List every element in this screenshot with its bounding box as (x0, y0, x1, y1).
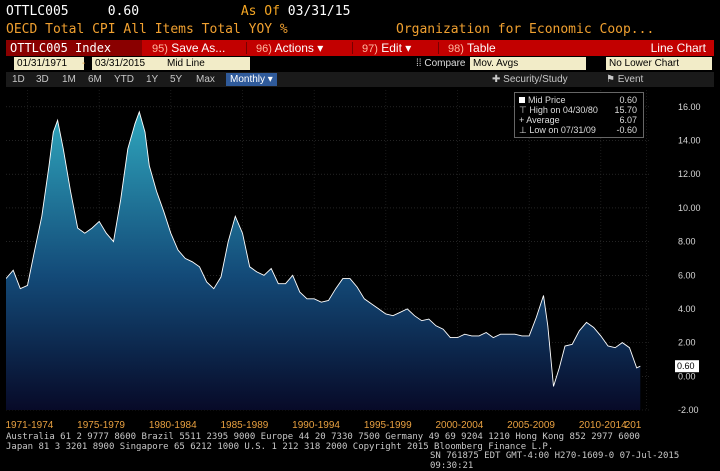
y-tick-label: 12.00 (678, 169, 701, 179)
actions-menu[interactable]: 96) Actions ▾ (256, 40, 323, 56)
price-value: 0.60 (107, 4, 140, 19)
current-value-label: 0.60 (677, 361, 695, 371)
range-1d[interactable]: 1D (12, 74, 25, 85)
date-range-row: 01/31/1971 - 03/31/2015 Mid Line ⁞⁞ Comp… (6, 57, 714, 71)
chart-series-line (5, 110, 641, 387)
security-description: OECD Total CPI All Items Total YOY % (6, 22, 288, 37)
ticker-label: OTTLC005 (6, 4, 69, 19)
dropdown-arrow-icon: ▾ (317, 41, 324, 55)
table-button[interactable]: 98) Table (448, 40, 496, 56)
organization-name: Organization for Economic Coop... (396, 22, 655, 37)
x-tick-label: 2005-2009 (507, 420, 555, 431)
line-chart[interactable]: -2.00 0.00 2.00 4.00 6.00 8.00 10.00 12.00 14.00… (5, 88, 714, 416)
as-of-label: As Of (240, 4, 280, 19)
legend-high-label: High on 04/30/80 (529, 105, 598, 115)
high-marker-icon: ⊤ (519, 105, 530, 115)
compare-button[interactable]: ⁞⁞ Compare (416, 57, 465, 70)
range-3d[interactable]: 3D (36, 74, 49, 85)
x-tick-label: 1975-1979 (77, 420, 125, 431)
frequency-select[interactable]: Monthly ▾ (226, 73, 277, 86)
save-hotkey: 95) (152, 43, 168, 55)
save-as-button[interactable]: 95) Save As... (152, 40, 225, 56)
x-tick-label: 1990-1994 (292, 420, 340, 431)
x-tick-label: 201 (624, 420, 642, 431)
y-tick-label: 2.00 (678, 338, 696, 348)
x-tick-label: 1985-1989 (220, 420, 269, 431)
event-label: Event (617, 74, 644, 85)
chart-area-fill (6, 111, 641, 411)
x-tick-label: 1995-1999 (363, 420, 412, 431)
edit-menu[interactable]: 97) Edit ▾ (362, 40, 411, 56)
x-tick-label: 1971-1974 (5, 420, 54, 431)
line-mode-select[interactable]: Mid Line (164, 57, 250, 70)
legend-avg-label: Average (526, 115, 560, 125)
range-6m[interactable]: 6M (88, 74, 102, 85)
security-study-label: Security/Study (503, 74, 568, 85)
range-ytd[interactable]: YTD (114, 74, 134, 85)
chart-type-label[interactable]: Line Chart (650, 41, 706, 55)
y-tick-label: -2.00 (678, 405, 699, 415)
chart-legend[interactable]: Mid Price 0.60 ⊤ High on 04/30/80 15.70 … (514, 92, 644, 138)
legend-mid-value: 0.60 (619, 95, 637, 105)
plus-icon: ✚ (492, 74, 501, 85)
compare-label: Compare (424, 58, 466, 69)
footer-contacts: Australia 61 2 9777 8600 Brazil 5511 239… (6, 432, 640, 442)
dropdown-arrow-icon: ▾ (405, 41, 412, 55)
frequency-label: Monthly (230, 74, 266, 85)
footer-contacts-2: Japan 81 3 3201 8900 Singapore 65 6212 1… (6, 442, 554, 452)
table-label: Table (467, 41, 496, 55)
y-tick-label: 4.00 (678, 304, 696, 314)
y-tick-label: 16.00 (678, 102, 701, 112)
end-date-input[interactable]: 03/31/2015 (92, 57, 168, 70)
x-axis-labels: 1971-1974 1975-1979 1980-1984 1985-1989 1990… (6, 420, 714, 432)
range-1y[interactable]: 1Y (146, 74, 159, 85)
security-study-button[interactable]: ✚ Security/Study (492, 73, 568, 86)
range-1m[interactable]: 1M (62, 74, 76, 85)
footer-session: SN 761875 EDT GMT-4:00 H270-1609-0 07-Ju… (430, 451, 680, 471)
legend-avg-value: 6.07 (619, 115, 637, 125)
y-tick-label: 0.00 (678, 371, 696, 381)
actions-hotkey: 96) (256, 43, 272, 55)
y-tick-label: 10.00 (678, 203, 701, 213)
save-as-label: Save As... (171, 41, 226, 55)
security-field[interactable]: OTTLC005 Index (6, 40, 142, 56)
chart-area[interactable]: -2.00 0.00 2.00 4.00 6.00 8.00 10.00 12.00 14.00… (5, 88, 714, 416)
edit-label: Edit (381, 41, 402, 55)
legend-low-value: -0.60 (616, 125, 637, 135)
range-5y[interactable]: 5Y (170, 74, 183, 85)
low-marker-icon: ⊥ (519, 125, 530, 135)
flag-icon: ⚑ (606, 74, 615, 85)
command-bar: OTTLC005 Index 95) Save As... 96) Action… (6, 40, 714, 56)
range-toolbar: 1D 3D 1M 6M YTD 1Y 5Y Max Monthly ▾ ✚ Se… (6, 72, 714, 87)
x-tick-label: 2010-2014 (578, 420, 627, 431)
table-hotkey: 98) (448, 43, 464, 55)
compare-icon: ⁞⁞ (416, 58, 422, 69)
x-tick-label: 1980-1984 (148, 420, 197, 431)
as-of-date: 03/31/15 (287, 4, 351, 19)
y-tick-label: 8.00 (678, 237, 696, 247)
current-value-tag (675, 360, 699, 373)
mov-avgs-select[interactable]: Mov. Avgs (470, 57, 586, 70)
security-header: OTTLC005 0.60 As Of 03/31/15 (6, 4, 350, 19)
legend-swatch-icon (519, 97, 525, 103)
legend-high-value: 15.70 (614, 105, 637, 115)
average-marker-icon: + (519, 115, 527, 125)
legend-mid-label: Mid Price (528, 95, 566, 105)
legend-low-label: Low on 07/31/09 (529, 125, 596, 135)
start-date-input[interactable]: 01/31/1971 (14, 57, 84, 70)
y-tick-label: 14.00 (678, 136, 701, 146)
edit-hotkey: 97) (362, 43, 378, 55)
lower-chart-select[interactable]: No Lower Chart (606, 57, 712, 70)
y-tick-label: 6.00 (678, 270, 696, 280)
description-line: OECD Total CPI All Items Total YOY % Org… (6, 22, 714, 37)
event-button[interactable]: ⚑ Event (606, 73, 643, 86)
x-tick-label: 2000-2004 (435, 420, 484, 431)
dropdown-arrow-icon: ▾ (267, 74, 273, 85)
actions-label: Actions (274, 41, 314, 55)
range-max[interactable]: Max (196, 74, 215, 85)
